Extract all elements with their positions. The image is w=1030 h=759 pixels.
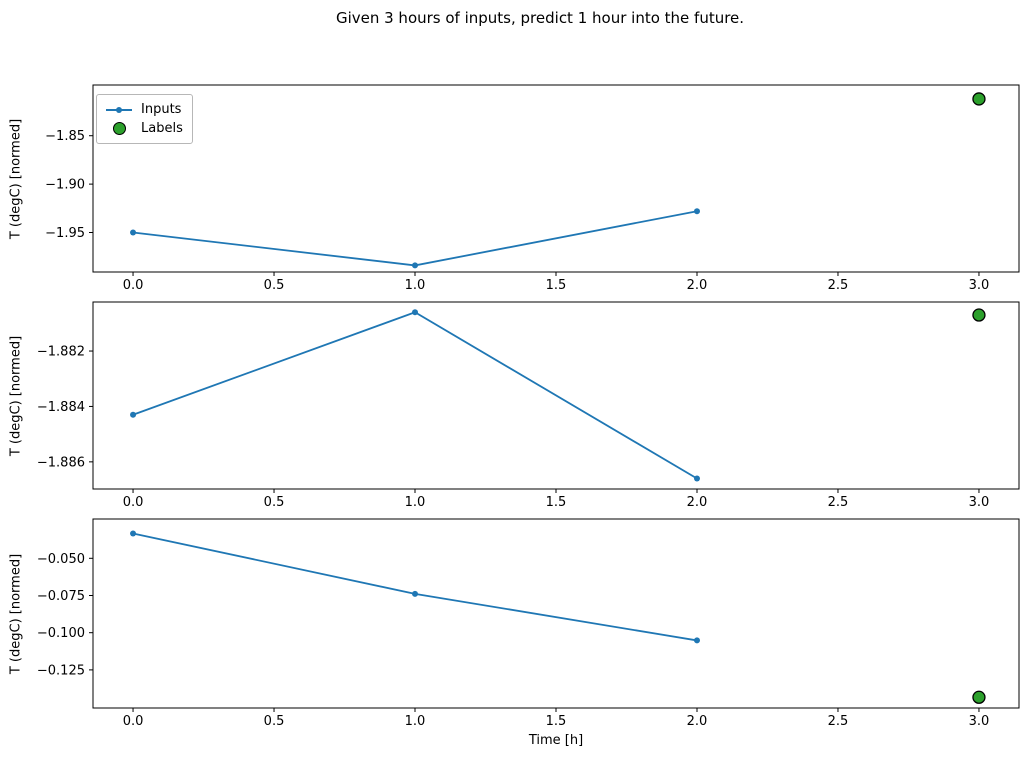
inputs-line-icon (106, 106, 132, 113)
inputs-marker-icon (116, 106, 122, 113)
input-point-marker (693, 637, 700, 644)
input-point-marker (130, 229, 137, 236)
x-tick-label: 2.5 (828, 495, 849, 510)
y-tick-label: −1.882 (37, 345, 85, 360)
input-point-marker (130, 411, 137, 418)
x-tick-label: 2.0 (687, 714, 708, 729)
y-axis-label-subplot-2: T (degC) [normed] (8, 335, 23, 456)
input-point-marker (130, 530, 137, 537)
legend-label-labels: Labels (141, 121, 183, 136)
x-tick-label: 2.5 (828, 278, 849, 293)
x-tick-label: 0.5 (264, 495, 285, 510)
x-tick-label: 3.0 (969, 278, 990, 293)
x-tick-label: 3.0 (969, 714, 990, 729)
y-tick-label: −1.884 (37, 400, 85, 415)
x-tick-label: 1.0 (405, 278, 426, 293)
y-tick-label: −0.075 (37, 589, 85, 604)
input-point-marker (412, 309, 419, 316)
x-tick-label: 2.0 (687, 278, 708, 293)
x-tick-label: 0.5 (264, 714, 285, 729)
labels-marker-icon (112, 122, 126, 135)
inputs-line (132, 532, 698, 642)
y-tick-label: −1.886 (37, 455, 85, 470)
legend-item-labels: Labels (104, 119, 184, 138)
x-axis-label: Time [h] (528, 733, 584, 748)
subplot-2: −1.882 −1.884 −1.886 0.0 0.5 1.0 1.5 2.0 2.5 3.0 (37, 301, 1020, 510)
subplot-3: −0.050 −0.075 −0.100 −0.125 0.0 0.5 1.0 1.5 2.0 2… (37, 518, 1020, 729)
x-tick-label: 0.0 (123, 495, 144, 510)
x-tick-label: 0.5 (264, 278, 285, 293)
y-tick-label: −0.100 (37, 626, 85, 641)
input-point-marker (693, 475, 700, 482)
x-tick-label: 2.0 (687, 495, 708, 510)
x-tick-label: 3.0 (969, 495, 990, 510)
label-point-marker (972, 308, 986, 322)
input-point-marker (412, 590, 419, 597)
inputs-line-swatch (104, 106, 134, 113)
y-axis-label-subplot-3: T (degC) [normed] (8, 553, 23, 674)
label-point-marker (972, 92, 986, 106)
x-tick-label: 1.5 (546, 278, 567, 293)
input-point-marker (412, 262, 419, 269)
y-tick-label: −1.90 (45, 178, 85, 193)
legend-label-inputs: Inputs (141, 102, 182, 117)
inputs-line (132, 311, 698, 480)
x-tick-label: 1.5 (546, 495, 567, 510)
y-tick-label: −1.95 (45, 226, 85, 241)
y-tick-label: −1.85 (45, 129, 85, 144)
legend: Inputs Labels (96, 94, 193, 144)
input-point-marker (693, 208, 700, 215)
legend-item-inputs: Inputs (104, 100, 184, 119)
y-axis-label-subplot-1: T (degC) [normed] (8, 118, 23, 239)
figure-title: Given 3 hours of inputs, predict 1 hour … (335, 9, 745, 27)
x-tick-label: 1.0 (405, 714, 426, 729)
x-tick-label: 0.0 (123, 714, 144, 729)
x-tick-label: 0.0 (123, 278, 144, 293)
inputs-line (132, 210, 698, 267)
x-tick-label: 1.5 (546, 714, 567, 729)
label-point-marker (972, 690, 986, 704)
y-tick-label: −0.125 (37, 663, 85, 678)
labels-circle-swatch (104, 122, 134, 135)
x-tick-label: 2.5 (828, 714, 849, 729)
subplot-1: −1.85 −1.90 −1.95 0.0 0.5 1.0 1.5 2.0 2.5 3.0 (45, 84, 1020, 293)
y-tick-label: −0.050 (37, 552, 85, 567)
x-tick-label: 1.0 (405, 495, 426, 510)
axes-spines (92, 518, 1020, 709)
